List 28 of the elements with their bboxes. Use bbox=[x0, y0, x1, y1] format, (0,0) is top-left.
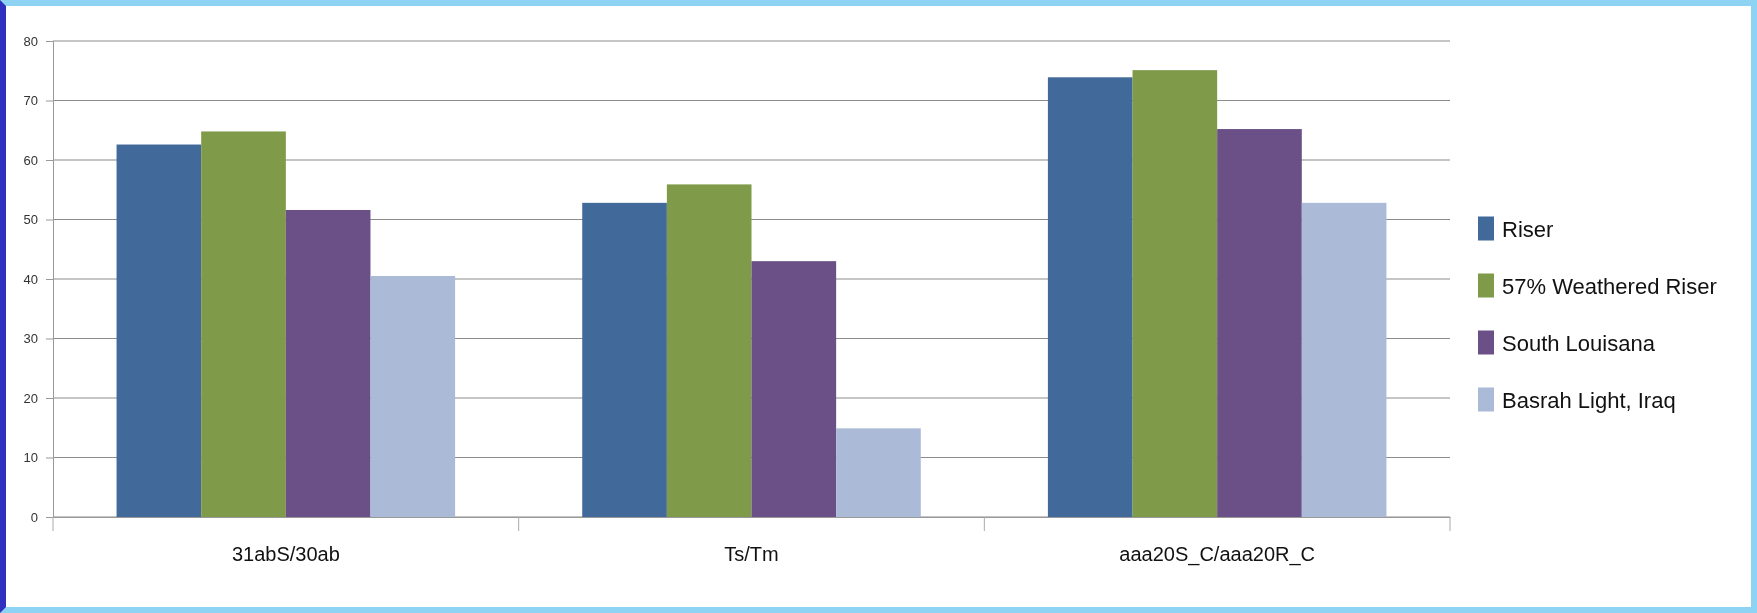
x-tick-label: Ts/Tm bbox=[724, 543, 779, 566]
bar bbox=[285, 209, 371, 517]
bar bbox=[582, 202, 667, 517]
legend-label: Riser bbox=[1502, 216, 1554, 242]
bar bbox=[836, 428, 921, 517]
bar bbox=[1047, 77, 1133, 517]
bar bbox=[370, 276, 456, 517]
y-tick-label: 40 bbox=[23, 271, 38, 287]
y-tick-label: 50 bbox=[23, 212, 38, 228]
y-tick-label: 60 bbox=[23, 152, 38, 168]
bar bbox=[1132, 70, 1218, 517]
bar bbox=[1217, 129, 1302, 517]
bar bbox=[201, 131, 286, 517]
y-tick-label: 80 bbox=[23, 33, 38, 49]
y-tick-label: 0 bbox=[30, 509, 38, 525]
bar bbox=[116, 144, 202, 517]
bar bbox=[751, 261, 837, 517]
bar bbox=[666, 184, 752, 517]
y-tick-label: 70 bbox=[23, 93, 38, 109]
x-tick-label: 31abS/30ab bbox=[231, 543, 340, 566]
y-tick-label: 20 bbox=[23, 390, 38, 406]
x-tick-label: aaa20S_C/aaa20R_C bbox=[1119, 543, 1316, 567]
bar bbox=[1301, 202, 1387, 517]
y-tick-label: 10 bbox=[23, 450, 38, 466]
y-tick-label: 30 bbox=[23, 331, 38, 347]
legend-label: 57% Weathered Riser bbox=[1502, 273, 1717, 299]
legend-label: Basrah Light, Iraq bbox=[1502, 387, 1676, 413]
legend-label: South Louisana bbox=[1502, 330, 1656, 356]
